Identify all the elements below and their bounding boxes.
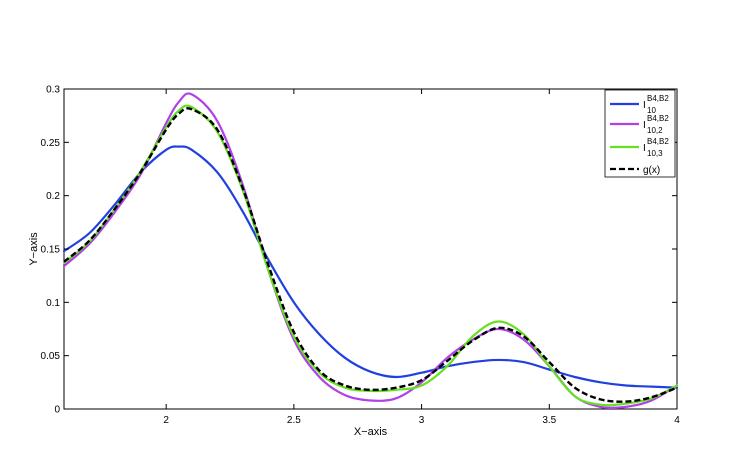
legend-label: I (643, 100, 646, 111)
y-tick-label: 0.2 (46, 191, 60, 202)
x-tick-label: 3 (419, 415, 425, 426)
y-tick-label: 0.3 (46, 85, 60, 96)
series-i10-line (62, 145, 679, 389)
legend-label-superscript: B4,B2 (647, 114, 669, 123)
legend-label: I (643, 143, 646, 154)
x-tick-label: 2 (163, 415, 169, 426)
x-tick-label: 4 (674, 415, 680, 426)
legend-label: I (643, 120, 646, 131)
series-layer (62, 92, 679, 410)
legend-label-subscript: 10 (647, 106, 656, 115)
x-tick-label: 2.5 (287, 415, 301, 426)
legend-label: g(x) (643, 165, 660, 176)
x-axis-label: X−axis (354, 426, 388, 438)
legend-label-superscript: B4,B2 (647, 94, 669, 103)
y-tick-label: 0.05 (41, 351, 61, 362)
legend-label-superscript: B4,B2 (647, 137, 669, 146)
series-i10-3-line (62, 104, 679, 407)
legend-label-subscript: 10,2 (647, 126, 663, 135)
y-tick-label: 0.25 (41, 138, 61, 149)
x-tick-label: 3.5 (542, 415, 556, 426)
legend-label-subscript: 10,3 (647, 149, 663, 158)
y-tick-label: 0.1 (46, 298, 60, 309)
series-g-line (63, 107, 678, 403)
axis-ticks: 2 2.5 3 3.5 4 0 0.05 0.1 0.15 0.2 0.25 0.3 (41, 85, 681, 427)
y-axis-label: Y−axis (28, 232, 40, 266)
plot-area (63, 88, 678, 410)
y-tick-label: 0.15 (41, 245, 61, 256)
y-tick-label: 0 (54, 405, 60, 416)
plot-frame (63, 88, 678, 410)
